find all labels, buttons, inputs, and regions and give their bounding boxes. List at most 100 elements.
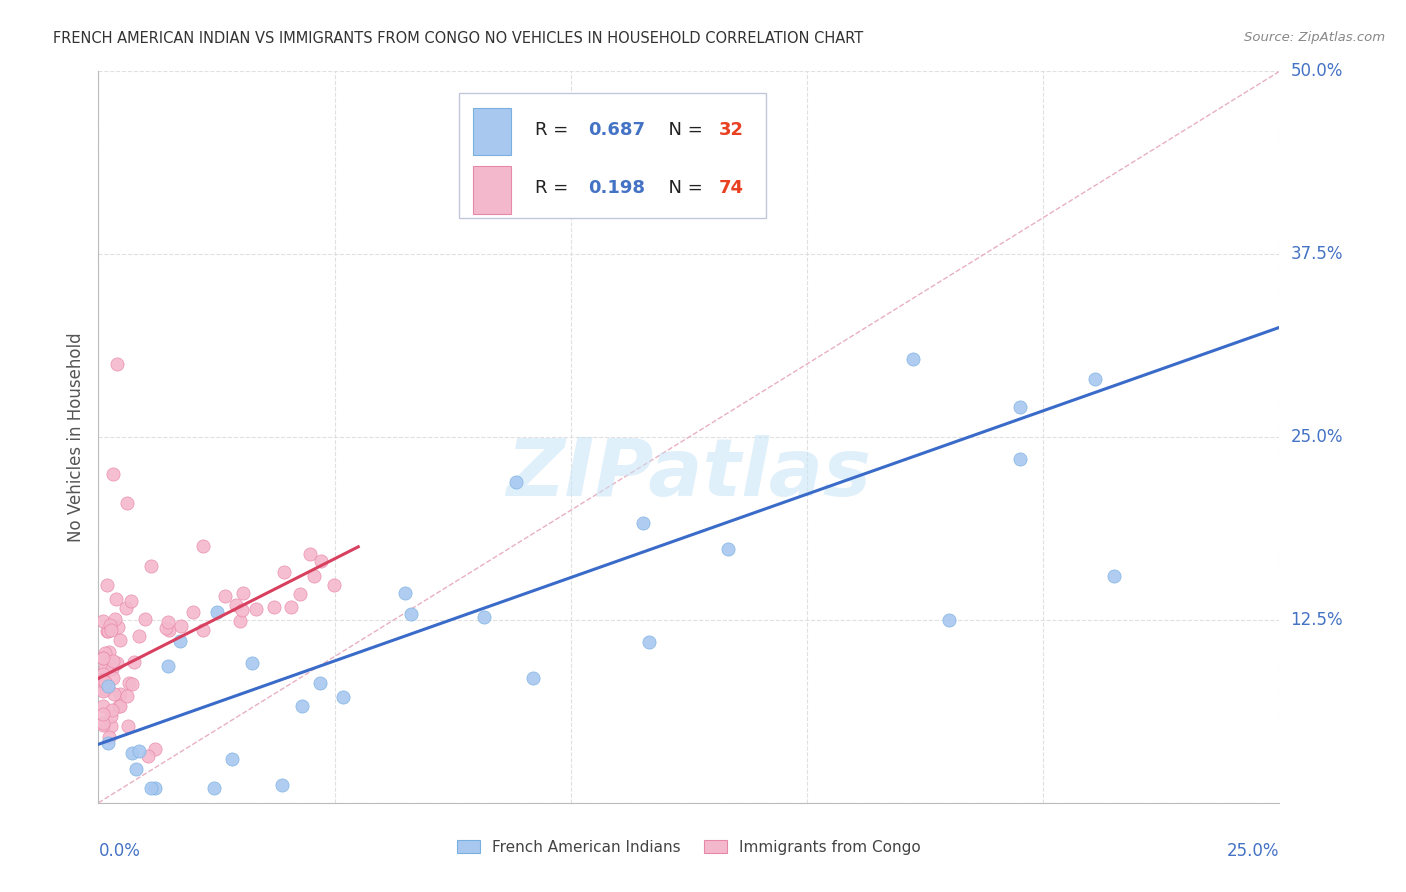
Point bbox=[128, 629, 150, 643]
Point bbox=[105, 656, 128, 670]
Point bbox=[98, 618, 121, 632]
Point bbox=[232, 586, 254, 600]
Point bbox=[157, 623, 180, 637]
Point bbox=[91, 673, 114, 687]
Point bbox=[97, 730, 120, 744]
Point bbox=[181, 605, 204, 619]
Point bbox=[101, 467, 124, 481]
Y-axis label: No Vehicles in Household: No Vehicles in Household bbox=[66, 332, 84, 542]
Point bbox=[1102, 569, 1125, 583]
Point bbox=[399, 607, 422, 622]
Point bbox=[91, 684, 114, 698]
Point bbox=[105, 357, 128, 371]
Point bbox=[96, 681, 118, 695]
Point bbox=[273, 565, 295, 579]
Point bbox=[225, 599, 247, 613]
Legend: French American Indians, Immigrants from Congo: French American Indians, Immigrants from… bbox=[451, 834, 927, 861]
Point bbox=[120, 594, 142, 608]
Text: FRENCH AMERICAN INDIAN VS IMMIGRANTS FROM CONGO NO VEHICLES IN HOUSEHOLD CORRELA: FRENCH AMERICAN INDIAN VS IMMIGRANTS FRO… bbox=[53, 31, 863, 46]
FancyBboxPatch shape bbox=[472, 108, 510, 155]
Point bbox=[103, 687, 125, 701]
Point bbox=[725, 181, 748, 195]
Point bbox=[91, 706, 114, 721]
Point bbox=[169, 619, 191, 633]
Point bbox=[97, 736, 120, 750]
Point bbox=[290, 586, 312, 600]
Point bbox=[117, 689, 139, 703]
Point bbox=[214, 589, 236, 603]
Point bbox=[101, 654, 124, 668]
Point bbox=[104, 612, 127, 626]
Point bbox=[323, 577, 346, 591]
Point bbox=[205, 605, 228, 619]
Point bbox=[157, 615, 180, 629]
Point bbox=[115, 600, 138, 615]
Text: 0.198: 0.198 bbox=[589, 179, 645, 197]
Point bbox=[118, 676, 141, 690]
Point bbox=[110, 633, 132, 648]
Point bbox=[143, 741, 166, 756]
Point bbox=[128, 744, 150, 758]
Point bbox=[91, 699, 114, 714]
Point bbox=[291, 699, 314, 714]
Point bbox=[97, 645, 120, 659]
Point bbox=[115, 496, 138, 510]
Point bbox=[1008, 452, 1031, 467]
Point bbox=[97, 679, 120, 693]
Point bbox=[139, 781, 162, 796]
Point bbox=[229, 614, 252, 628]
Text: 37.5%: 37.5% bbox=[1291, 245, 1343, 263]
Point bbox=[938, 613, 960, 627]
Point bbox=[221, 752, 243, 766]
Point bbox=[100, 662, 122, 676]
Point bbox=[139, 558, 162, 573]
Point bbox=[108, 688, 131, 702]
Text: 32: 32 bbox=[718, 121, 744, 139]
Point bbox=[302, 568, 325, 582]
Point bbox=[125, 762, 148, 776]
Point bbox=[91, 650, 114, 665]
Point bbox=[93, 681, 115, 696]
Text: 74: 74 bbox=[718, 179, 744, 197]
Point bbox=[191, 539, 214, 553]
Point bbox=[91, 718, 114, 732]
Point bbox=[505, 475, 527, 489]
Point bbox=[107, 620, 129, 634]
Point bbox=[134, 611, 156, 625]
Point bbox=[245, 602, 267, 616]
Text: N =: N = bbox=[657, 179, 709, 197]
Text: ZIPatlas: ZIPatlas bbox=[506, 434, 872, 513]
Point bbox=[280, 600, 302, 615]
Point bbox=[191, 624, 214, 638]
Point bbox=[637, 635, 659, 649]
Point bbox=[263, 599, 285, 614]
Point bbox=[96, 578, 118, 592]
Point bbox=[121, 746, 143, 760]
Point bbox=[136, 749, 159, 764]
Point bbox=[332, 690, 354, 704]
Point bbox=[231, 603, 253, 617]
Point bbox=[91, 716, 114, 731]
Point bbox=[1084, 372, 1107, 386]
Point bbox=[100, 623, 122, 637]
Point bbox=[472, 610, 495, 624]
Text: 12.5%: 12.5% bbox=[1291, 611, 1343, 629]
Point bbox=[522, 671, 544, 685]
Point bbox=[91, 676, 114, 690]
Point bbox=[100, 709, 122, 723]
Text: N =: N = bbox=[657, 121, 709, 139]
Point bbox=[96, 624, 118, 638]
Point bbox=[1008, 400, 1031, 414]
Text: Source: ZipAtlas.com: Source: ZipAtlas.com bbox=[1244, 31, 1385, 45]
Point bbox=[97, 624, 120, 638]
Point bbox=[94, 647, 117, 661]
Point bbox=[117, 719, 139, 733]
Point bbox=[202, 781, 225, 796]
Point bbox=[155, 621, 177, 635]
Text: 25.0%: 25.0% bbox=[1291, 428, 1343, 446]
Text: 0.0%: 0.0% bbox=[98, 842, 141, 860]
Point bbox=[105, 591, 128, 606]
Point bbox=[91, 651, 114, 665]
Point bbox=[309, 554, 332, 568]
Point bbox=[101, 703, 124, 717]
